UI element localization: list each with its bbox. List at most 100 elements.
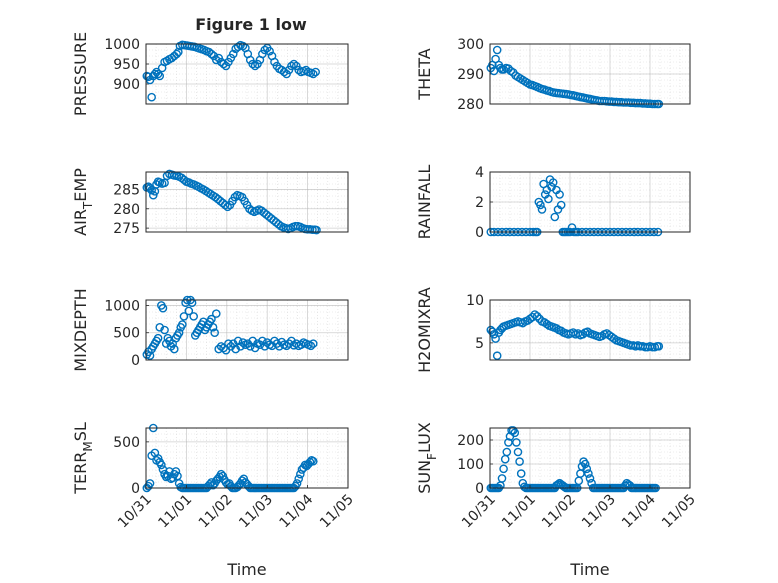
data-point bbox=[582, 464, 592, 474]
data-point bbox=[224, 339, 233, 348]
data-point bbox=[504, 438, 513, 447]
x-tick-label: 11/05 bbox=[317, 492, 357, 532]
y-tick-label: 1000 bbox=[104, 298, 140, 314]
data-point bbox=[174, 328, 184, 338]
data-point bbox=[308, 69, 318, 79]
data-point bbox=[248, 59, 257, 69]
y-tick-label: 290 bbox=[457, 67, 484, 83]
y-axis-label: H2OMIXRA bbox=[415, 287, 434, 373]
data-point bbox=[172, 49, 182, 59]
data-point bbox=[306, 341, 316, 351]
data-point bbox=[542, 319, 552, 329]
y-tick-label: 285 bbox=[113, 182, 140, 198]
data-point bbox=[532, 311, 542, 321]
y-tick-label: 900 bbox=[113, 77, 140, 93]
x-tick-label: 11/04 bbox=[277, 491, 317, 531]
data-point bbox=[308, 456, 318, 466]
data-point bbox=[153, 69, 163, 79]
data-point bbox=[555, 190, 564, 199]
data-point bbox=[260, 45, 270, 55]
figure-title: Figure 1 low bbox=[195, 15, 307, 34]
data-point bbox=[160, 325, 169, 335]
data-point bbox=[544, 194, 553, 204]
data-point bbox=[153, 333, 163, 343]
data-point bbox=[648, 342, 657, 352]
data-point bbox=[150, 69, 160, 79]
data-point bbox=[171, 467, 181, 476]
data-point bbox=[228, 49, 238, 59]
data-point bbox=[518, 318, 528, 328]
x-tick-label: 11/01 bbox=[499, 492, 539, 532]
y-tick-label: 4 bbox=[475, 165, 484, 181]
y-tick-label: 5 bbox=[475, 336, 484, 352]
x-tick-label: 11/05 bbox=[659, 492, 699, 532]
data-point bbox=[525, 314, 535, 324]
data-point bbox=[492, 351, 502, 361]
data-point bbox=[580, 459, 590, 469]
x-tick-label: 11/02 bbox=[196, 492, 236, 532]
data-point bbox=[289, 59, 299, 69]
y-axis-label: MIXDEPTH bbox=[71, 288, 90, 371]
data-point bbox=[250, 61, 260, 71]
data-point bbox=[220, 200, 230, 210]
y-tick-label: 500 bbox=[113, 435, 140, 451]
data-point bbox=[502, 447, 512, 457]
data-point bbox=[530, 310, 540, 319]
data-point bbox=[245, 342, 255, 351]
data-point bbox=[499, 464, 508, 474]
data-point bbox=[207, 314, 216, 324]
data-point bbox=[574, 476, 584, 486]
data-point bbox=[219, 59, 228, 69]
y-tick-label: 200 bbox=[457, 433, 484, 449]
y-tick-label: 0 bbox=[475, 225, 484, 241]
data-point bbox=[179, 312, 189, 321]
x-tick-label: 11/04 bbox=[619, 491, 659, 531]
data-point bbox=[311, 67, 320, 77]
data-point bbox=[155, 71, 165, 81]
data-point bbox=[537, 205, 547, 214]
data-point bbox=[179, 175, 189, 185]
y-tick-label: 280 bbox=[113, 202, 140, 218]
data-point bbox=[536, 200, 545, 210]
data-point bbox=[497, 474, 507, 483]
data-point bbox=[238, 338, 248, 347]
data-point bbox=[211, 309, 221, 318]
data-point bbox=[585, 474, 595, 483]
subplot-pressure: 900 950 1000 PRESSURE bbox=[71, 32, 349, 116]
data-point bbox=[556, 326, 566, 336]
y-tick-label: 0 bbox=[131, 481, 140, 497]
data-point bbox=[516, 469, 526, 478]
axes-box bbox=[145, 171, 349, 233]
subplot-h2omixra: 5 10 H2OMIXRA bbox=[415, 287, 691, 373]
y-tick-label: 10 bbox=[466, 293, 484, 309]
y-tick-label: 2 bbox=[475, 195, 484, 211]
data-point bbox=[189, 312, 198, 321]
data-point bbox=[258, 336, 267, 346]
data-point bbox=[512, 438, 521, 447]
data-point bbox=[233, 336, 243, 346]
axes-box bbox=[489, 299, 691, 361]
axes-box bbox=[489, 171, 691, 233]
subplot-mixdepth: 0 500 1000 MIXDEPTH bbox=[71, 288, 349, 372]
y-tick-label: 0 bbox=[475, 481, 484, 497]
data-point bbox=[147, 92, 156, 102]
axes-box bbox=[145, 427, 349, 489]
data-point bbox=[187, 298, 197, 308]
data-point bbox=[568, 328, 578, 337]
data-point bbox=[211, 55, 221, 65]
data-point bbox=[654, 341, 664, 351]
y-tick-label: 300 bbox=[457, 37, 484, 53]
data-point bbox=[500, 454, 510, 464]
x-axis-label: Time bbox=[226, 560, 266, 579]
data-point bbox=[312, 225, 321, 235]
data-point bbox=[292, 479, 302, 488]
subplot-air_temp: 275 280 285 AIRTEMP bbox=[71, 168, 349, 237]
y-tick-label: 950 bbox=[113, 57, 140, 73]
data-point bbox=[513, 447, 523, 457]
data-point bbox=[207, 49, 216, 59]
data-point bbox=[492, 45, 502, 55]
x-tick-label: 11/02 bbox=[539, 492, 579, 532]
data-point bbox=[223, 202, 232, 212]
